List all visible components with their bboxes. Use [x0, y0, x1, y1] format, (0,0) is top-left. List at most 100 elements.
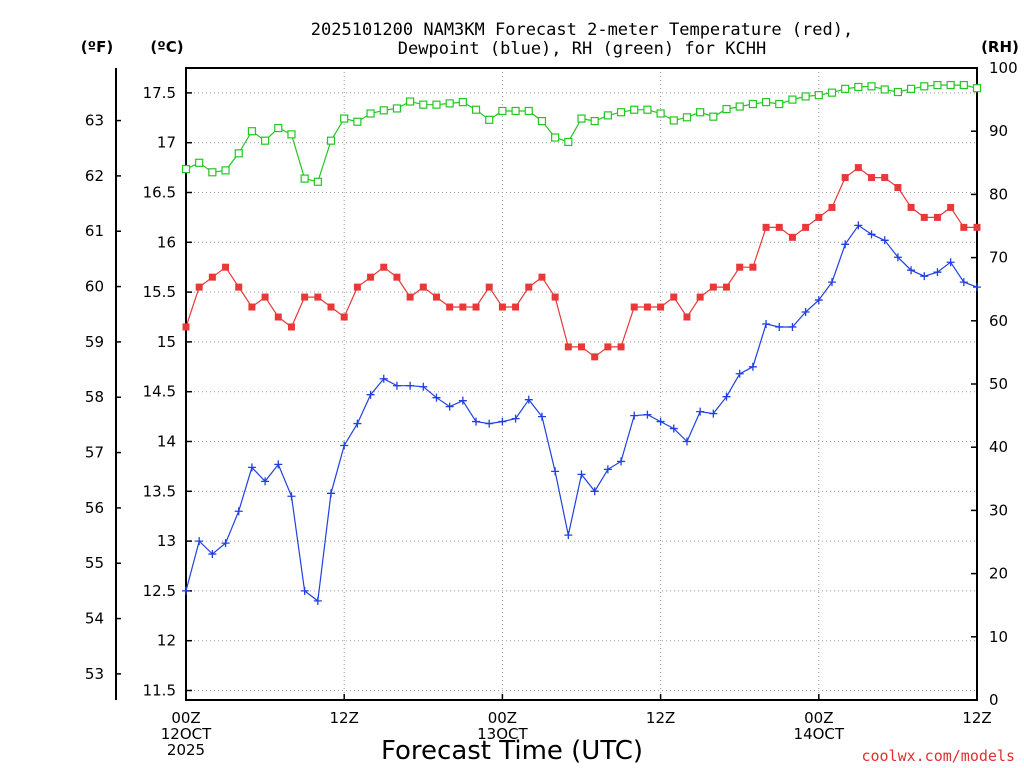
temperature-point	[446, 303, 454, 311]
temperature-point	[419, 283, 427, 291]
rh-point	[392, 104, 402, 113]
dewpoint-point	[300, 586, 309, 595]
dewpoint-point	[841, 240, 850, 249]
temperature-point	[933, 213, 941, 221]
dewpoint-point	[551, 467, 560, 476]
rh-point	[748, 99, 757, 109]
temperature-point	[380, 263, 388, 271]
dewpoint-point	[959, 278, 968, 287]
celsius-tick-label: 14	[157, 433, 176, 451]
temperature-point	[973, 223, 981, 231]
temperature-point	[617, 343, 625, 351]
fahrenheit-axis-unit: (ºF)	[81, 38, 113, 56]
celsius-tick-label: 16.5	[143, 184, 176, 202]
dewpoint-point	[946, 258, 955, 267]
rh-point	[893, 87, 903, 97]
dewpoint-point	[261, 477, 270, 486]
temperature-point	[393, 273, 401, 281]
temperature-point	[815, 213, 823, 221]
rh-point	[722, 104, 731, 114]
dewpoint-point	[313, 596, 322, 605]
rh-point	[788, 95, 797, 104]
rh-point	[841, 84, 850, 93]
rh-point	[485, 115, 494, 124]
credit-text: coolwx.com/models	[861, 747, 1015, 765]
rh-point	[906, 84, 916, 93]
temperature-point	[327, 303, 335, 311]
x-tick-label: 12Z	[646, 709, 675, 727]
dewpoint-point	[353, 419, 362, 428]
rh-point	[682, 113, 692, 122]
dewpoint-point	[564, 531, 573, 540]
rh-point	[551, 133, 560, 142]
temperature-point	[287, 323, 295, 331]
dewpoint-point	[696, 407, 705, 416]
dewpoint-point	[432, 393, 441, 402]
dewpoint-point	[340, 441, 349, 450]
x-tick-label: 00Z	[488, 709, 517, 727]
rh-tick-label: 70	[989, 249, 1008, 267]
temperature-point	[868, 174, 876, 182]
temperature-point	[551, 293, 559, 301]
fahrenheit-tick-label: 58	[85, 388, 104, 406]
grid-lines	[185, 68, 978, 700]
celsius-tick-label: 15	[157, 333, 176, 351]
rh-point	[709, 112, 718, 121]
fahrenheit-tick-label: 63	[85, 112, 104, 130]
dewpoint-point	[498, 417, 507, 426]
rh-point	[287, 130, 296, 139]
rh-point	[630, 105, 639, 114]
rh-point	[181, 165, 191, 174]
temperature-point	[736, 263, 744, 271]
rh-tick-label: 40	[989, 438, 1008, 456]
rh-tick-label: 80	[989, 185, 1008, 203]
dewpoint-point	[327, 489, 336, 498]
fahrenheit-tick-label: 53	[85, 665, 104, 683]
rh-point	[880, 85, 889, 94]
rh-point	[656, 109, 665, 118]
rh-point	[735, 102, 744, 111]
dewpoint-point	[788, 322, 797, 331]
rh-point	[946, 80, 955, 90]
dewpoint-point	[920, 272, 929, 281]
x-tick-label: 13OCT	[477, 725, 528, 743]
dewpoint-point	[722, 392, 731, 401]
temperature-point	[353, 283, 361, 291]
rh-point	[406, 97, 415, 106]
dewpoint-point	[801, 308, 810, 317]
dewpoint-point	[735, 369, 744, 378]
series-line	[185, 166, 977, 358]
temperature-point	[841, 174, 849, 182]
dewpoint-point	[893, 253, 902, 262]
celsius-tick-label: 13	[157, 532, 176, 550]
rh-point	[274, 123, 283, 133]
temperature-point	[367, 273, 375, 281]
temperature-point	[485, 283, 493, 291]
dewpoint-point	[590, 487, 599, 496]
rh-tick-label: 90	[989, 122, 1008, 140]
plot-frame	[185, 67, 978, 701]
temperature-point	[222, 263, 230, 271]
fahrenheit-tick-label: 62	[85, 167, 104, 185]
rh-point	[498, 106, 507, 116]
rh-point	[326, 136, 336, 145]
dewpoint-point	[577, 470, 586, 479]
temperature-point	[894, 184, 902, 192]
celsius-tick-label: 17.5	[143, 84, 176, 102]
dewpoint-point	[775, 322, 784, 331]
x-tick-label: 12Z	[962, 709, 991, 727]
dewpoint-point	[854, 221, 863, 230]
dewpoint-point	[907, 266, 916, 275]
rh-point	[775, 99, 784, 109]
dewpoint-point	[603, 465, 612, 474]
dewpoint-point	[379, 374, 388, 383]
x-tick-label: 14OCT	[794, 725, 845, 743]
dewpoint-point	[485, 419, 494, 428]
dewpoint-point	[287, 492, 296, 501]
dewpoint-point	[762, 319, 771, 328]
x-tick-label: 12Z	[330, 709, 359, 727]
rh-axis-unit: (RH)	[981, 38, 1019, 56]
dewpoint-point	[669, 424, 678, 433]
dewpoint-point	[933, 268, 942, 277]
